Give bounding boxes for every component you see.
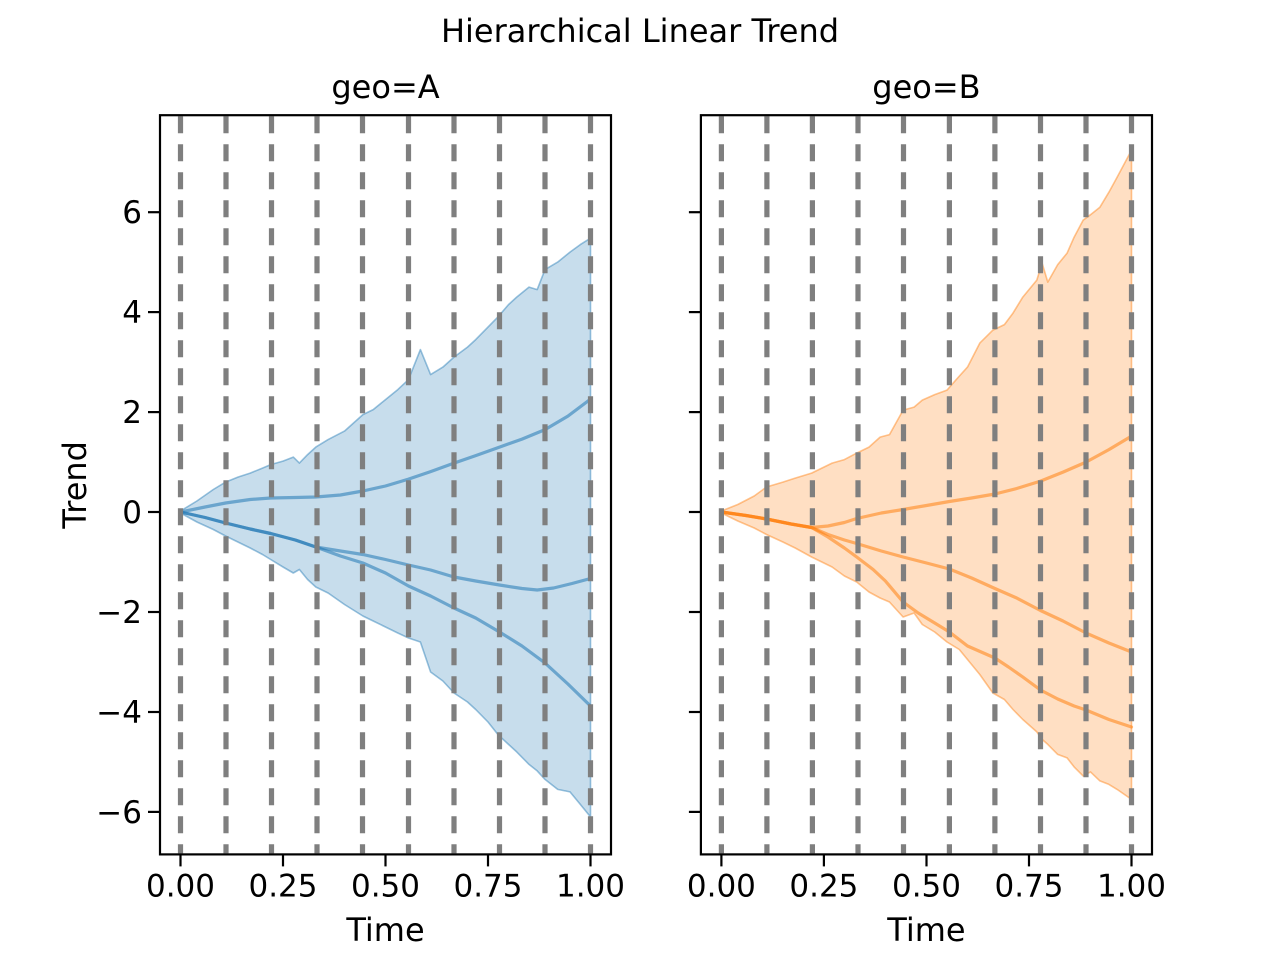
y-tick-label: −4 (96, 695, 142, 731)
x-tick-label: 0.75 (453, 868, 522, 904)
x-tick-label: 0.25 (789, 868, 858, 904)
x-tick-label: 0.00 (687, 868, 756, 904)
subplot-title: geo=B (872, 68, 980, 106)
y-tick-label: −2 (96, 595, 142, 631)
x-tick-label: 0.00 (146, 868, 215, 904)
y-tick-label: −6 (96, 795, 142, 831)
x-tick-label: 0.50 (892, 868, 961, 904)
x-tick-label: 0.50 (351, 868, 420, 904)
subplot-title: geo=A (331, 68, 439, 106)
figure-title: Hierarchical Linear Trend (441, 12, 839, 50)
y-tick-label: 0 (122, 495, 142, 531)
y-tick-label: 4 (122, 295, 142, 331)
x-tick-label: 1.00 (556, 868, 625, 904)
y-tick-label: 6 (122, 195, 142, 231)
x-tick-label: 0.25 (248, 868, 317, 904)
hdi-band (720, 149, 1133, 801)
x-axis-label: Time (886, 911, 965, 949)
x-tick-label: 0.75 (994, 868, 1063, 904)
x-axis-label: Time (345, 911, 424, 949)
y-tick-label: 2 (122, 395, 142, 431)
x-tick-label: 1.00 (1097, 868, 1166, 904)
subplot-geo-b: 0.00 0.25 0.50 0.75 1.00 geo=B Time (687, 68, 1166, 949)
trend-line-lower (178, 510, 593, 708)
trend-line-lower (719, 510, 1134, 729)
subplot-geo-a: 0.00 0.25 0.50 0.75 1.00 6 4 2 0 −2 −4 −6 geo=A Time T… (56, 68, 625, 949)
trend-line-upper (178, 397, 593, 514)
y-axis-label: Trend (56, 441, 94, 530)
